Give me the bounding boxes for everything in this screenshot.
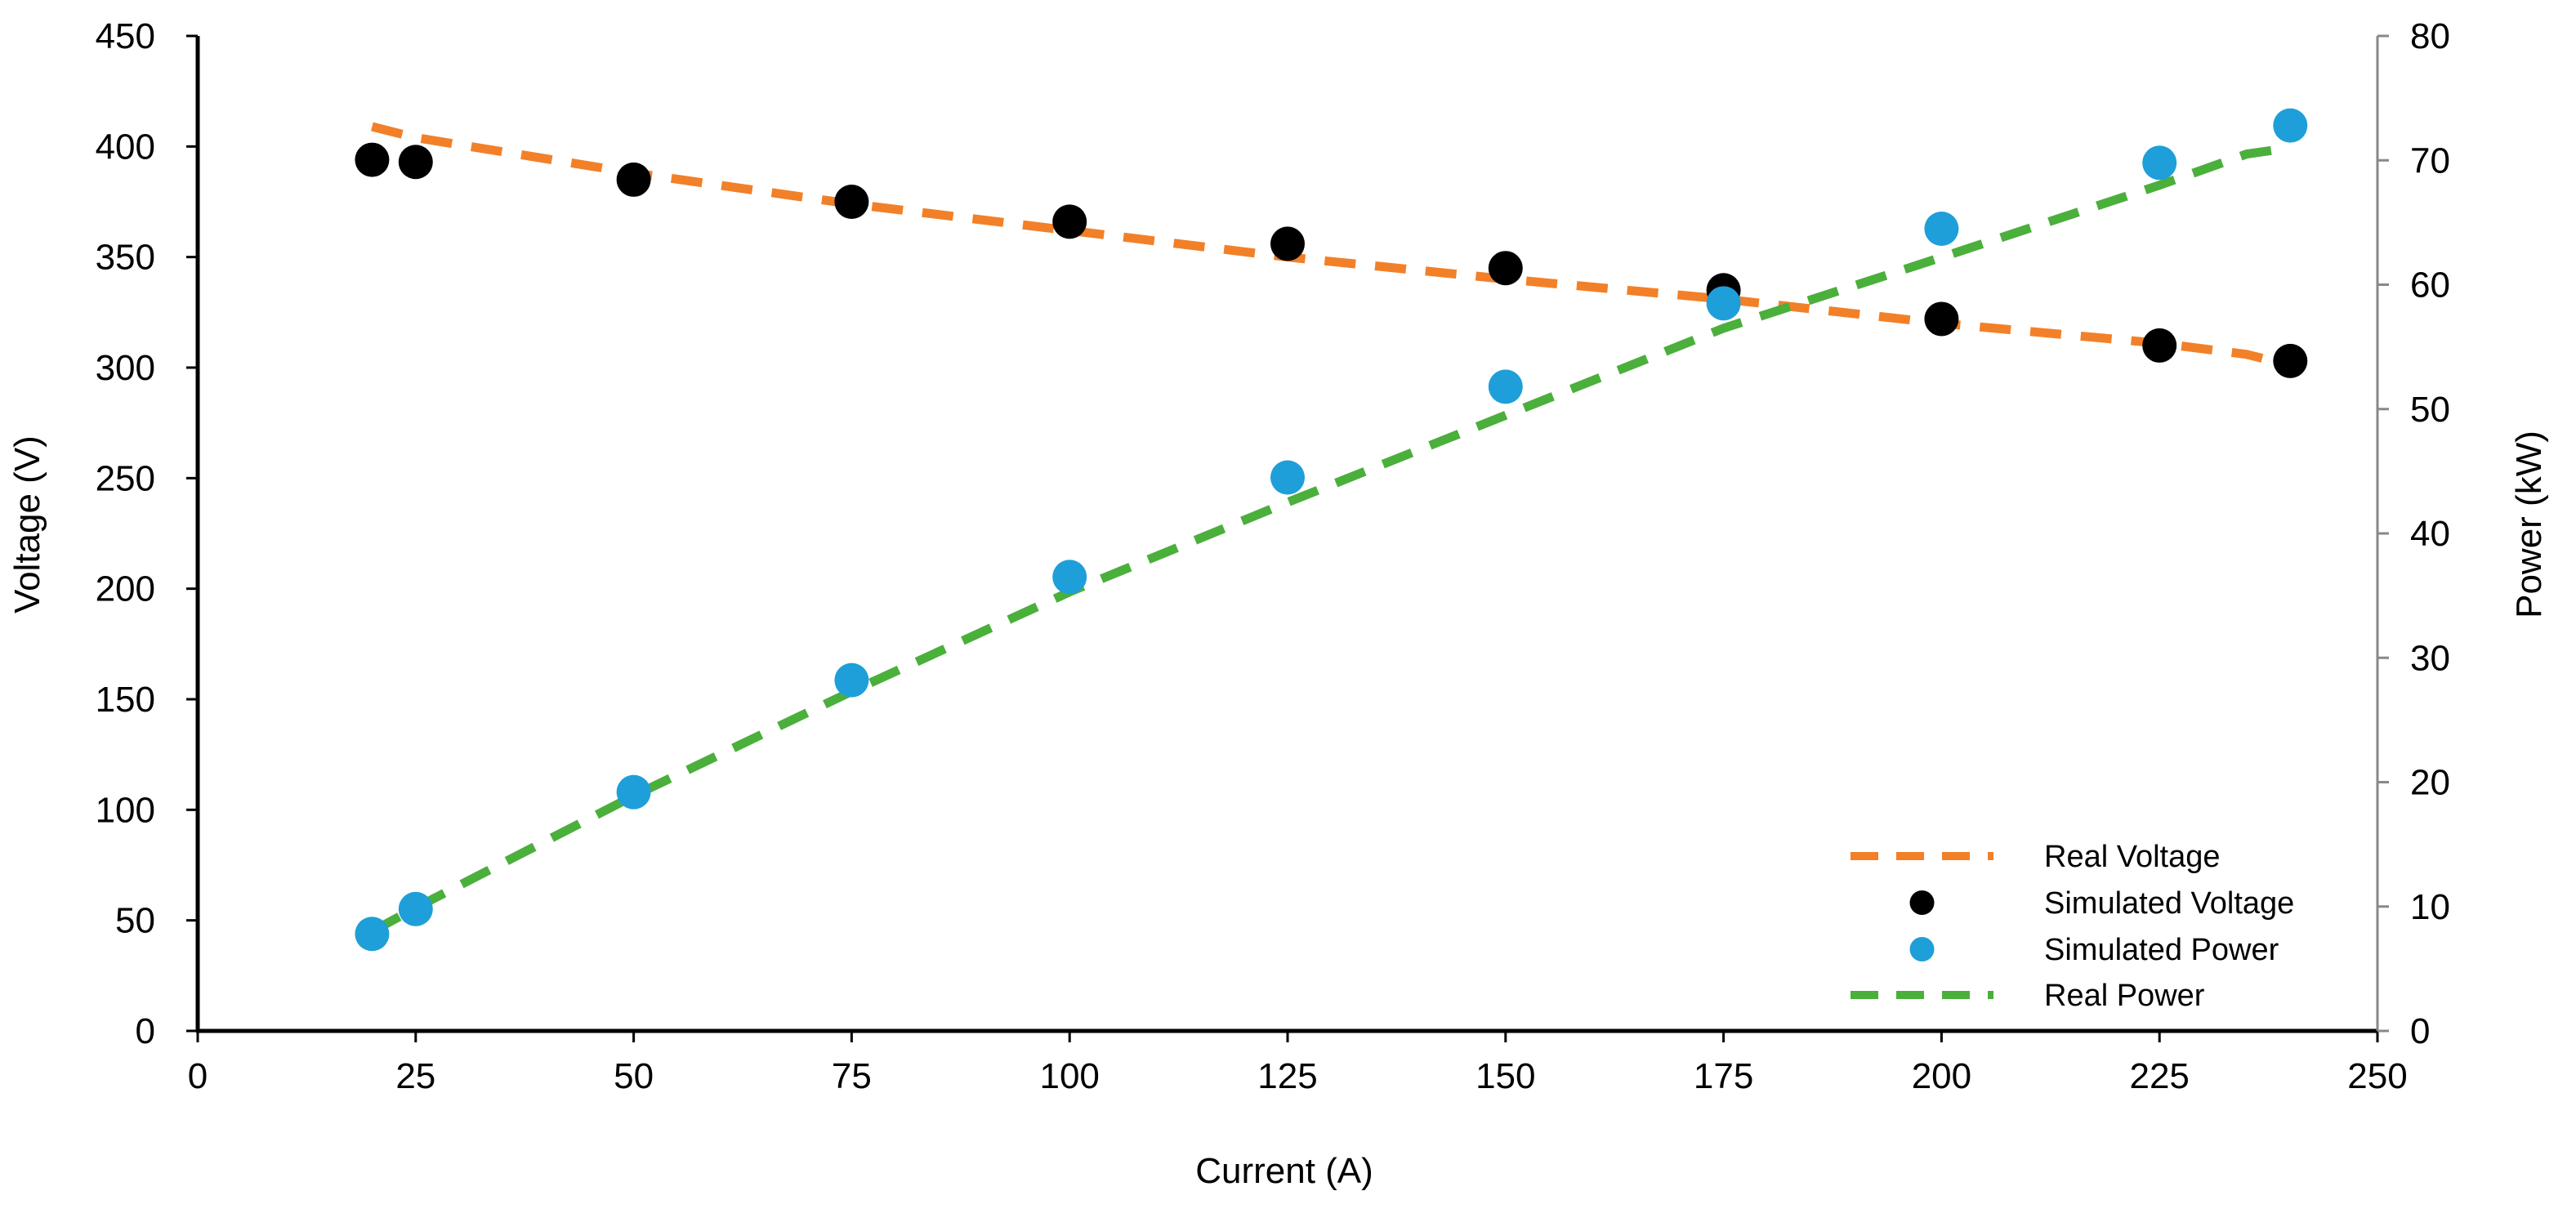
- simulated-power-point: [1270, 460, 1305, 495]
- simulated-power-point: [1488, 369, 1523, 404]
- legend-label-real-power: Real Power: [2044, 979, 2205, 1013]
- y-right-tick-label: 0: [2410, 1011, 2430, 1051]
- y-axis-left-title: Voltage (V): [7, 435, 47, 613]
- legend: Real Voltage Simulated Voltage Simulated P…: [1851, 840, 2294, 1013]
- y-right-tick-label: 50: [2410, 390, 2450, 430]
- simulated-power-point: [1924, 211, 1959, 246]
- x-tick-label: 200: [1912, 1056, 1971, 1096]
- y-left-tick-label: 400: [96, 127, 155, 167]
- y-left-tick-label: 50: [115, 901, 155, 941]
- y-right-tick-label: 10: [2410, 887, 2450, 927]
- x-tick-label: 150: [1476, 1056, 1535, 1096]
- simulated-power-point: [398, 891, 433, 926]
- simulated-power-point: [355, 917, 390, 952]
- simulated-power-point: [2142, 145, 2177, 181]
- simulated-voltage-point: [1270, 226, 1305, 261]
- y-right-tick-label: 60: [2410, 265, 2450, 306]
- y-left-tick-label: 350: [96, 238, 155, 278]
- real-power-line: [369, 143, 2292, 936]
- real-voltage-line: [371, 122, 2292, 370]
- simulated-voltage-point: [834, 185, 869, 219]
- legend-swatch-simulated-voltage: [1909, 890, 1935, 915]
- y-right-tick-label: 80: [2410, 16, 2450, 56]
- y-left-tick-label: 250: [96, 458, 155, 498]
- y-right-tick-label: 40: [2410, 514, 2450, 554]
- y-left-tick-label: 0: [136, 1011, 155, 1051]
- x-tick-label: 0: [188, 1056, 208, 1096]
- simulated-power-point: [834, 662, 869, 698]
- simulated-power-point: [2273, 108, 2308, 143]
- simulated-voltage-point: [1488, 251, 1523, 286]
- x-tick-label: 100: [1039, 1056, 1099, 1096]
- simulated-voltage-point: [398, 145, 433, 180]
- simulated-voltage-point: [616, 162, 651, 197]
- y-axis-right-title: Power (kW): [2509, 431, 2549, 618]
- y-right-tick-label: 70: [2410, 141, 2450, 181]
- simulated-voltage-point: [1052, 204, 1087, 239]
- y-left-tick-label: 450: [96, 16, 155, 56]
- y-left-tick-label: 300: [96, 348, 155, 388]
- legend-label-simulated-voltage: Simulated Voltage: [2044, 886, 2294, 921]
- simulated-power-point: [1052, 560, 1087, 595]
- axes: [186, 34, 2389, 1042]
- y-left-tick-label: 100: [96, 790, 155, 830]
- simulated-voltage-point: [1924, 301, 1959, 337]
- y-left-tick-label: 200: [96, 569, 155, 609]
- x-tick-label: 50: [614, 1056, 654, 1096]
- legend-label-simulated-power: Simulated Power: [2044, 933, 2279, 967]
- y-right-tick-label: 30: [2410, 638, 2450, 678]
- x-tick-label: 175: [1694, 1056, 1753, 1096]
- tick-labels: 0 25 50 75 100 125 150 175 200 225 250050100150200…: [96, 16, 2450, 1096]
- x-tick-label: 125: [1257, 1056, 1317, 1096]
- simulated-voltage-point: [355, 142, 390, 177]
- legend-swatch-simulated-power: [1909, 937, 1935, 961]
- x-tick-label: 25: [395, 1056, 435, 1096]
- plot-area: [355, 108, 2308, 952]
- simulated-voltage-point: [2142, 328, 2177, 363]
- x-tick-label: 250: [2347, 1056, 2407, 1096]
- y-right-tick-label: 20: [2410, 763, 2450, 803]
- simulated-power-point: [616, 774, 651, 810]
- simulated-power-point: [1706, 286, 1741, 321]
- x-tick-label: 75: [832, 1056, 872, 1096]
- x-tick-label: 225: [2129, 1056, 2189, 1096]
- legend-label-real-voltage: Real Voltage: [2044, 840, 2221, 874]
- y-left-tick-label: 150: [96, 680, 155, 720]
- simulated-voltage-point: [2273, 343, 2308, 378]
- x-axis-title: Current (A): [1195, 1151, 1373, 1191]
